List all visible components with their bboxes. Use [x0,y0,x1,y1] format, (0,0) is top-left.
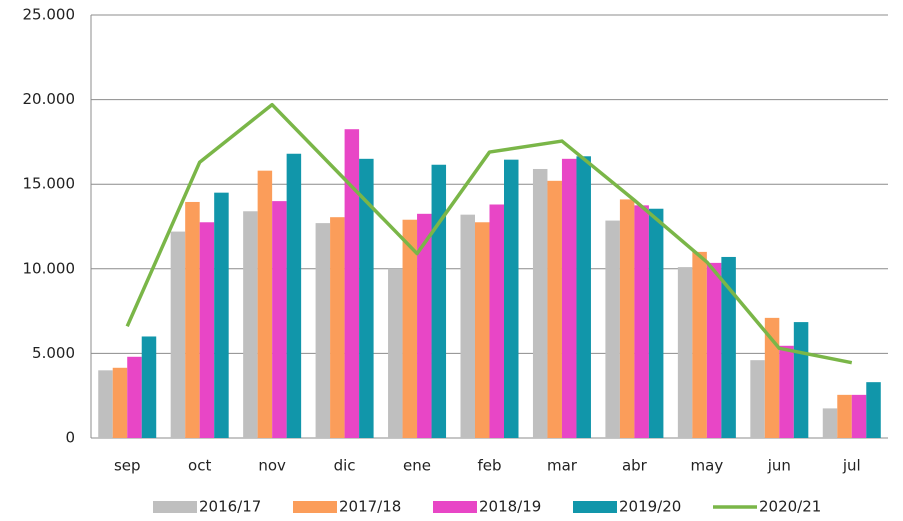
legend-label: 2016/17 [199,498,261,516]
bar [490,205,505,438]
x-tick-label: jun [767,457,791,475]
bar [388,269,403,438]
bar [200,222,215,438]
bar [678,267,693,438]
bar [98,370,113,438]
x-tick-label: oct [188,457,211,475]
y-tick-label: 20.000 [23,90,76,108]
bar [620,199,635,438]
bar [127,357,141,438]
x-tick-label: nov [258,457,286,475]
bar [750,360,765,438]
bar [316,223,331,438]
bar [866,382,881,438]
bar [794,322,809,438]
bar [837,395,852,438]
bar [330,217,345,438]
bar [649,209,664,438]
bar [605,221,620,438]
legend-label: 2020/21 [759,498,821,516]
bar [214,193,229,438]
legend-swatch [573,501,617,513]
bar [258,171,273,438]
bar [533,169,548,438]
legend-label: 2017/18 [339,498,401,516]
bar [692,252,707,438]
legend-label: 2018/19 [479,498,541,516]
bar [113,368,128,438]
x-tick-label: ene [403,457,431,475]
legend-label: 2019/20 [619,498,681,516]
bar [823,408,838,438]
bar [287,154,302,438]
legend-swatch [293,501,337,513]
bar [576,156,591,438]
bar [475,222,490,438]
x-tick-label: jul [842,457,861,475]
bar [417,214,432,438]
bar [345,129,360,438]
bar [142,336,157,438]
bar [707,263,722,438]
x-tick-label: abr [622,457,648,475]
bar [562,159,577,438]
bar [852,395,867,438]
bar [272,201,287,438]
bar [185,202,200,438]
x-tick-label: may [691,457,724,475]
y-tick-label: 25.000 [23,6,76,24]
x-tick-label: dic [334,457,356,475]
bar [504,160,519,438]
legend-swatch [153,501,197,513]
bar [171,232,186,438]
y-tick-label: 15.000 [23,175,76,193]
x-tick-label: sep [114,457,141,475]
chart: 0 5.000 10.000 15.000 20.000 25.000 sep oct nov d… [0,0,903,521]
x-tick-label: feb [477,457,501,475]
bar [547,181,562,438]
bar [634,205,649,438]
y-tick-label: 5.000 [32,344,75,362]
bar [243,211,257,438]
bar [432,165,447,438]
y-tick-label: 10.000 [23,259,76,277]
legend-swatch [433,501,477,513]
x-tick-label: mar [547,457,578,475]
bar [779,346,794,438]
y-tick-label: 0 [65,429,75,447]
bar [461,215,476,438]
